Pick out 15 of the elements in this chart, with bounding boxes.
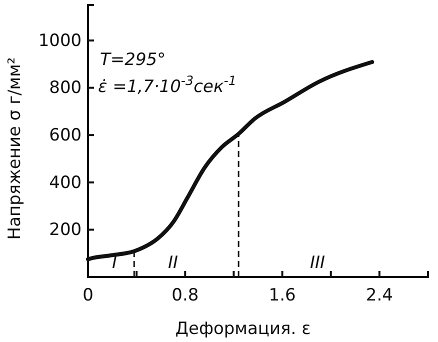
annotation: ε̇ =1,7·10$^{-3}$сек$^{-1}$ bbox=[98, 74, 236, 97]
x-tick-label: 1.6 bbox=[268, 285, 296, 306]
y-tick-label: 600 bbox=[49, 126, 82, 146]
x-tick-label: 0.8 bbox=[172, 285, 199, 306]
y-tick-label: 400 bbox=[49, 172, 82, 193]
y-tick-label: 200 bbox=[49, 220, 82, 240]
x-tick-label: 2.4 bbox=[366, 285, 393, 306]
annotation: III bbox=[310, 253, 326, 273]
y-axis-title: Напряжение σ г/мм² bbox=[5, 57, 25, 240]
annotation: T=295° bbox=[100, 50, 166, 70]
x-tick-label: 0 bbox=[82, 285, 94, 306]
x-axis-title: Деформация. ε bbox=[175, 319, 311, 339]
annotation: II bbox=[168, 253, 178, 273]
y-tick-label: 1000 bbox=[38, 30, 82, 51]
y-tick-label: 800 bbox=[49, 78, 82, 98]
